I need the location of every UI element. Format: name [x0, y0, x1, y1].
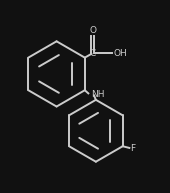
Text: OH: OH [113, 48, 127, 58]
Text: C: C [90, 48, 96, 58]
Text: O: O [89, 26, 96, 35]
Text: NH: NH [91, 90, 105, 99]
Text: F: F [130, 144, 135, 153]
